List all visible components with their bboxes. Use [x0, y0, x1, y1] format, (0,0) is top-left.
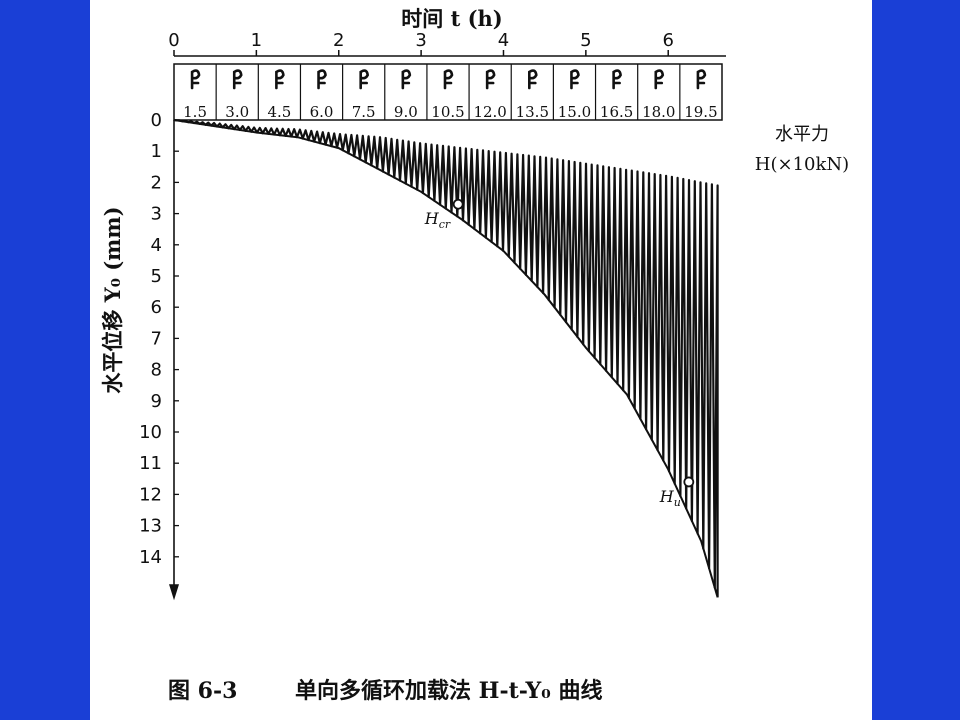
load-value-label: 1.5	[183, 103, 207, 121]
load-cycle-glyph	[570, 69, 580, 90]
y-axis-arrow	[169, 584, 179, 601]
x-axis-label: 时间 t (h)	[401, 6, 502, 31]
x-tick-label: 0	[168, 30, 179, 51]
y-tick-label: 5	[151, 266, 162, 287]
annotation-marker	[683, 476, 695, 488]
load-cycle-glyph	[359, 69, 370, 90]
y-tick-label: 10	[139, 422, 162, 443]
load-value-label: 19.5	[684, 103, 717, 121]
load-cycle-glyph	[696, 69, 707, 90]
y-tick-label: 9	[151, 391, 162, 412]
load-label-line1: 水平力	[775, 124, 829, 145]
load-value-label: 18.0	[642, 103, 675, 121]
x-tick-label: 1	[251, 30, 262, 51]
load-value-label: 15.0	[558, 103, 591, 121]
x-tick-label: 2	[333, 30, 344, 51]
load-cycle-glyph	[443, 69, 454, 90]
load-value-label: 16.5	[600, 103, 633, 121]
load-cycle-glyph	[401, 69, 412, 90]
load-value-label: 3.0	[225, 103, 249, 121]
chart-svg: 时间 t (h) 水平力 H(×10kN) 水平位移 Y₀ (mm) 图 6-3…	[100, 6, 849, 704]
y-tick-label: 7	[151, 328, 162, 349]
load-cycle-glyph	[654, 69, 665, 90]
y-tick-label: 11	[139, 453, 162, 474]
load-cycle-glyph	[232, 69, 243, 90]
x-tick-label: 6	[662, 30, 673, 51]
load-value-label: 6.0	[310, 103, 334, 121]
y-tick-label: 2	[151, 172, 162, 193]
load-row-frame	[173, 63, 723, 121]
load-value-label: 12.0	[473, 103, 506, 121]
load-cycle-glyph	[612, 69, 622, 90]
load-value-label: 4.5	[267, 103, 291, 121]
y-tick-label: 8	[151, 360, 162, 381]
y-tick-label: 3	[151, 204, 162, 225]
load-value-label: 10.5	[431, 103, 464, 121]
y-tick-label: 13	[139, 516, 162, 537]
y-tick-label: 6	[151, 297, 162, 318]
load-cycle-glyph	[528, 69, 538, 90]
y-tick-label: 4	[151, 235, 162, 256]
load-value-label: 9.0	[394, 103, 418, 121]
caption-figure-number: 图 6-3	[168, 678, 237, 704]
load-cycle-glyph	[275, 69, 285, 90]
series-oscillation-path	[173, 118, 719, 598]
x-tick-label: 4	[498, 30, 509, 51]
y-axis-label: 水平位移 Y₀ (mm)	[100, 206, 125, 393]
y-tick-label: 0	[151, 110, 162, 131]
annotation-label: Hcr	[424, 209, 451, 231]
load-label-line2: H(×10kN)	[755, 154, 849, 175]
slide-page: 时间 t (h) 水平力 H(×10kN) 水平位移 Y₀ (mm) 图 6-3…	[90, 0, 872, 720]
load-cycle-glyph	[190, 69, 201, 90]
y-tick-label: 12	[139, 484, 162, 505]
caption-text: 单向多循环加载法 H-t-Y₀ 曲线	[295, 678, 602, 704]
x-tick-label: 5	[580, 30, 591, 51]
annotation-marker	[452, 198, 464, 210]
x-tick-label: 3	[415, 30, 426, 51]
load-value-label: 13.5	[516, 103, 549, 121]
load-value-label: 7.5	[352, 103, 376, 121]
load-cycle-glyph	[485, 69, 496, 90]
y-tick-label: 1	[151, 141, 162, 162]
load-cycle-glyph	[317, 69, 327, 90]
y-tick-label: 14	[139, 547, 162, 568]
series-lower-envelope	[173, 119, 719, 598]
